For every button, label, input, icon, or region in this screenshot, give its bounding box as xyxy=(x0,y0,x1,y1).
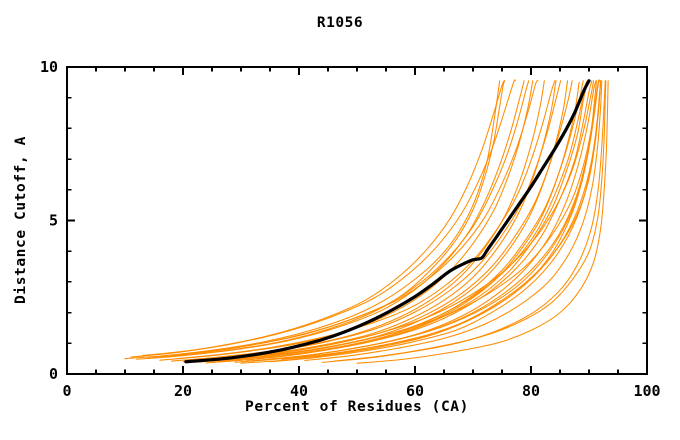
y-tick-label: 0 xyxy=(49,365,58,383)
x-tick-labels: 0 20 40 60 80 100 xyxy=(62,382,660,400)
x-tick-label: 0 xyxy=(62,382,71,400)
y-axis-title: Distance Cutoff, A xyxy=(13,136,29,304)
x-axis-title: Percent of Residues (CA) xyxy=(245,399,469,415)
model-curve xyxy=(304,80,603,362)
model-curve xyxy=(228,80,593,362)
x-tick-label: 40 xyxy=(290,382,308,400)
model-curve xyxy=(165,80,539,357)
model-curve xyxy=(240,80,595,358)
x-tick-label: 80 xyxy=(522,382,540,400)
y-tick-label: 10 xyxy=(40,58,58,76)
model-curve xyxy=(333,80,607,362)
x-tick-label: 20 xyxy=(174,382,192,400)
model-curve xyxy=(356,80,609,364)
model-curve xyxy=(263,80,600,357)
model-curve xyxy=(292,80,602,359)
y-tick-label: 5 xyxy=(49,212,58,230)
model-curve xyxy=(124,80,501,360)
model-curve xyxy=(176,80,556,360)
reference-curve xyxy=(184,79,591,364)
reference-curve-path xyxy=(184,79,591,364)
model-curve xyxy=(130,80,505,358)
y-tick-labels: 0 5 10 xyxy=(40,58,58,383)
tick-marks xyxy=(66,66,648,375)
chart-title: R1056 xyxy=(317,15,363,31)
x-tick-label: 60 xyxy=(406,382,424,400)
x-tick-label: 100 xyxy=(633,382,660,400)
